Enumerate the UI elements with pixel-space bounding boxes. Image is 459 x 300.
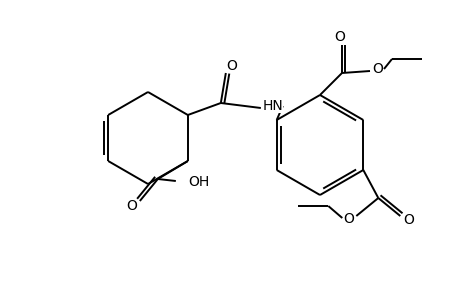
Text: O: O xyxy=(342,212,353,226)
Text: OH: OH xyxy=(187,175,209,189)
Text: O: O xyxy=(226,59,237,73)
Text: O: O xyxy=(372,62,383,76)
Text: O: O xyxy=(402,213,413,227)
Text: HN: HN xyxy=(262,99,283,113)
Text: O: O xyxy=(126,199,137,213)
Text: O: O xyxy=(334,30,345,44)
